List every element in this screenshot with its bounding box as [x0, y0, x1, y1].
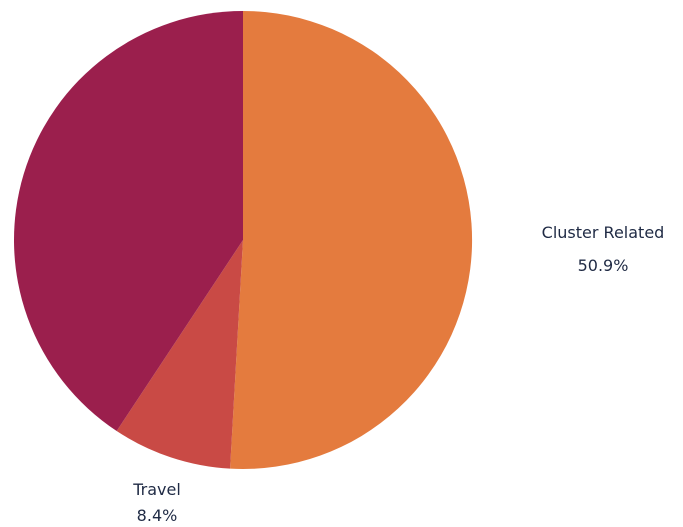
- label-cluster-related-value: 50.9%: [578, 256, 629, 275]
- pie-slice-travel: [116, 240, 243, 469]
- label-travel-value: 8.4%: [137, 506, 178, 525]
- pie-labels: Cluster Related 50.9% Travel 8.4%: [132, 223, 664, 525]
- label-travel-name: Travel: [132, 480, 181, 499]
- label-cluster-related-name: Cluster Related: [542, 223, 665, 242]
- pie-slice-cluster-related: [230, 10, 473, 469]
- pie-slices: [14, 10, 473, 469]
- pie-slice-unlabeled-2: [14, 11, 244, 431]
